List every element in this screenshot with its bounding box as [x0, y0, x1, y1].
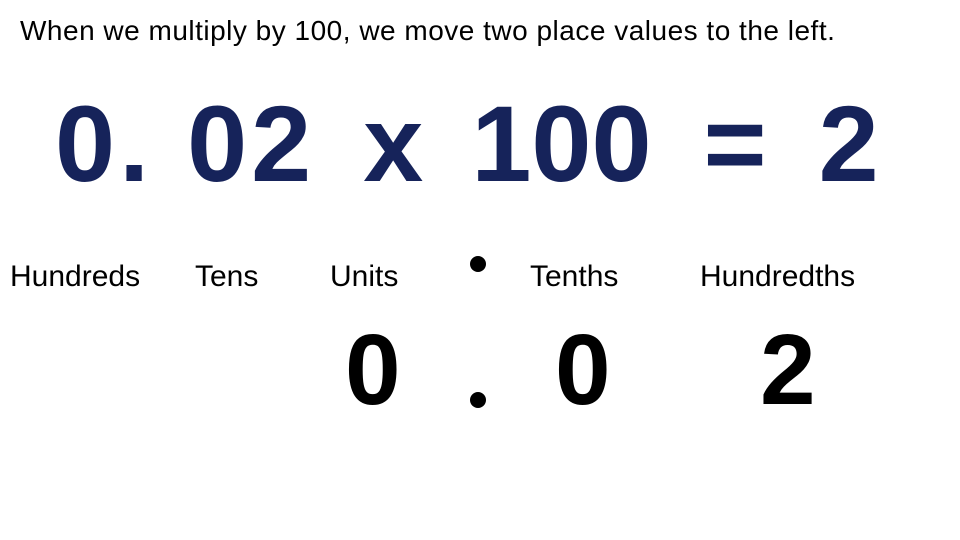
decimal-point-header: [470, 256, 486, 272]
value-tenths: 0: [555, 320, 611, 420]
equation-multiplier: 100: [471, 83, 651, 204]
equation-lhs: 0. 02: [55, 83, 315, 204]
equation-equals: =: [704, 83, 767, 204]
header-hundreds: Hundreds: [10, 260, 140, 294]
value-units: 0: [345, 320, 401, 420]
equation: 0. 02 x 100 = 2: [55, 90, 879, 198]
header-units: Units: [330, 260, 398, 294]
instruction-sentence: When we multiply by 100, we move two pla…: [20, 14, 835, 48]
decimal-point-value: [470, 392, 486, 408]
value-hundredths: 2: [760, 320, 816, 420]
slide: When we multiply by 100, we move two pla…: [0, 0, 960, 540]
header-tenths: Tenths: [530, 260, 618, 294]
equation-result: 2: [819, 83, 879, 204]
header-hundredths: Hundredths: [700, 260, 855, 294]
equation-operator: x: [363, 83, 423, 204]
header-tens: Tens: [195, 260, 258, 294]
